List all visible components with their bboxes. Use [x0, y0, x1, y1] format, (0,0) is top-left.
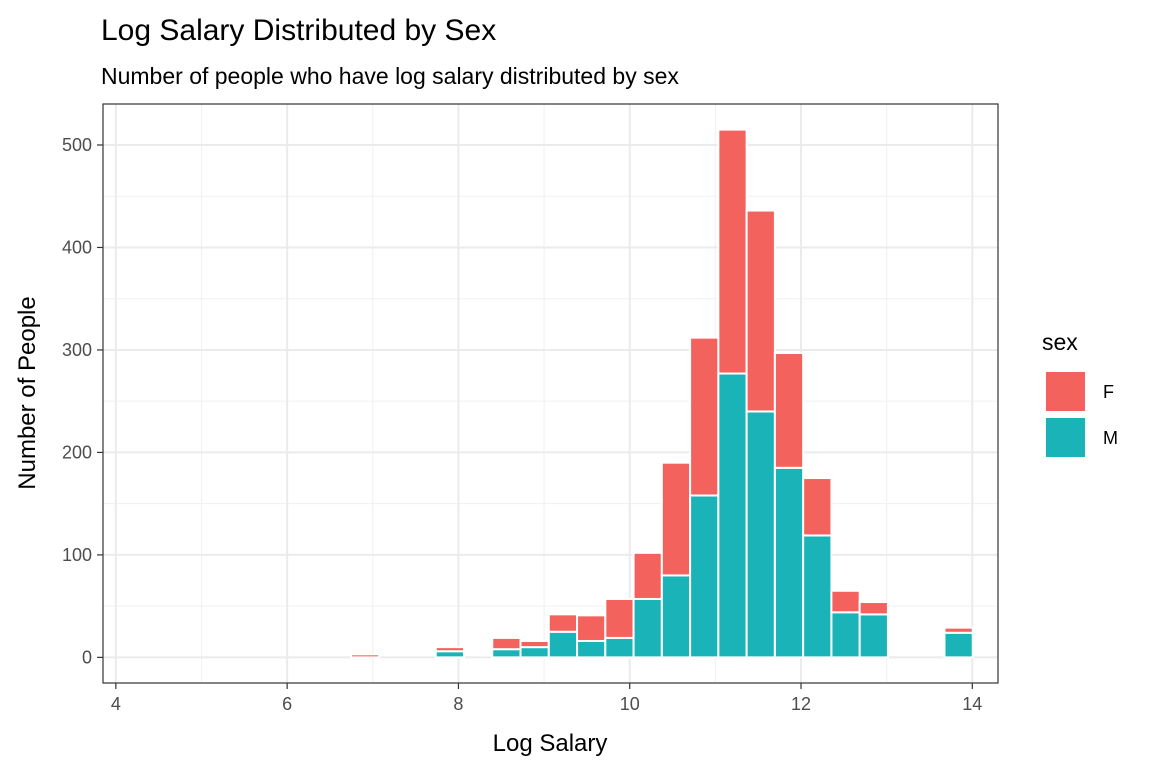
bar-f: [491, 636, 522, 651]
bars: [349, 128, 974, 659]
bar-f: [943, 626, 974, 634]
bar-f: [660, 461, 692, 577]
bar-m: [858, 613, 889, 659]
bar-f: [604, 597, 635, 639]
chart-title: Log Salary Distributed by Sex: [101, 14, 496, 47]
x-tick-label: 8: [453, 694, 463, 714]
bar-f: [632, 551, 663, 600]
grid: [103, 104, 998, 683]
bar-m: [576, 639, 607, 659]
legend: sex F M: [1042, 329, 1118, 457]
bar-m: [802, 534, 833, 659]
y-tick-label: 300: [62, 340, 92, 360]
chart-subtitle: Number of people who have log salary dis…: [101, 63, 679, 89]
y-tick-label: 0: [82, 647, 92, 667]
bar-f: [519, 639, 550, 649]
y-tick-label: 200: [62, 442, 92, 462]
legend-key-f: [1046, 372, 1085, 411]
bar-f: [576, 614, 607, 642]
bar-m: [604, 636, 635, 659]
bar-f: [689, 336, 720, 497]
x-axis-title: Log Salary: [493, 730, 608, 757]
bar-m: [547, 630, 579, 659]
bar-f: [547, 613, 579, 633]
bar-m: [660, 574, 692, 659]
y-tick-label: 100: [62, 545, 92, 565]
x-tick-label: 4: [111, 694, 121, 714]
plot-panel-border: [102, 103, 999, 684]
bar-f: [349, 653, 381, 659]
bar-f: [830, 589, 861, 614]
x-tick-label: 6: [282, 694, 292, 714]
plot-panel-background: [103, 104, 998, 683]
bar-f: [434, 646, 465, 653]
bar-f: [745, 209, 776, 413]
y-axis-title: Number of People: [14, 296, 41, 489]
legend-title: sex: [1042, 329, 1078, 355]
legend-label-f: F: [1103, 382, 1114, 402]
bar-m: [745, 410, 776, 659]
legend-label-m: M: [1103, 428, 1118, 448]
bar-m: [632, 597, 663, 659]
axis-ticks: 4 6 8 10 12 14 0 100 200 300 400 500: [62, 135, 982, 714]
bar-m: [689, 494, 720, 659]
bar-m: [519, 646, 550, 659]
bar-m: [830, 611, 861, 659]
y-tick-label: 500: [62, 135, 92, 155]
y-tick-label: 400: [62, 237, 92, 257]
x-tick-label: 12: [791, 694, 811, 714]
bar-m: [491, 648, 522, 659]
bar-m: [717, 372, 748, 659]
x-tick-label: 10: [620, 694, 640, 714]
bar-f: [773, 352, 805, 469]
bar-f: [858, 601, 889, 616]
x-tick-label: 14: [962, 694, 982, 714]
bar-m: [943, 631, 974, 659]
bar-f: [717, 128, 748, 375]
bar-m: [773, 466, 805, 659]
bar-f: [802, 477, 833, 537]
legend-key-m: [1046, 418, 1085, 457]
